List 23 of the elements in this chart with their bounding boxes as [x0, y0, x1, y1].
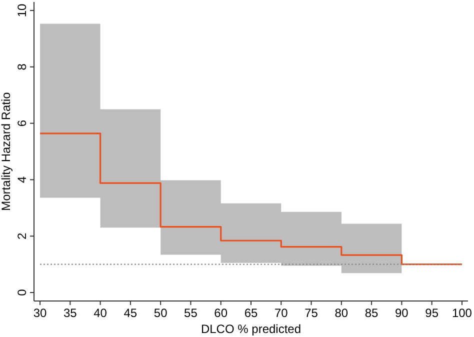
- x-tick-label: 80: [334, 306, 348, 320]
- y-axis-title: Mortality Hazard Ratio: [0, 92, 13, 211]
- y-tick-label: 0: [15, 288, 29, 296]
- x-tick-label: 95: [425, 306, 439, 320]
- x-tick-label: 55: [184, 306, 198, 320]
- x-tick-label: 65: [244, 306, 258, 320]
- x-tick-label: 100: [452, 306, 472, 320]
- x-tick-label: 45: [124, 306, 138, 320]
- x-tick-label: 60: [214, 306, 228, 320]
- x-axis-title: DLCO % predicted: [200, 322, 302, 336]
- y-tick-label: 2: [15, 232, 29, 240]
- x-tick-label: 85: [364, 306, 379, 320]
- y-tick-label: 6: [15, 120, 29, 127]
- x-tick-label: 90: [395, 306, 409, 320]
- x-tick-label: 75: [304, 306, 318, 320]
- x-tick-label: 30: [33, 306, 48, 320]
- y-tick-label: 4: [15, 176, 29, 184]
- x-tick-label: 40: [94, 306, 108, 320]
- y-tick-label: 10: [15, 3, 29, 18]
- x-tick-label: 50: [154, 306, 168, 320]
- x-tick-label: 35: [63, 306, 78, 320]
- x-tick-label: 70: [274, 306, 288, 320]
- y-tick-label: 8: [15, 63, 29, 70]
